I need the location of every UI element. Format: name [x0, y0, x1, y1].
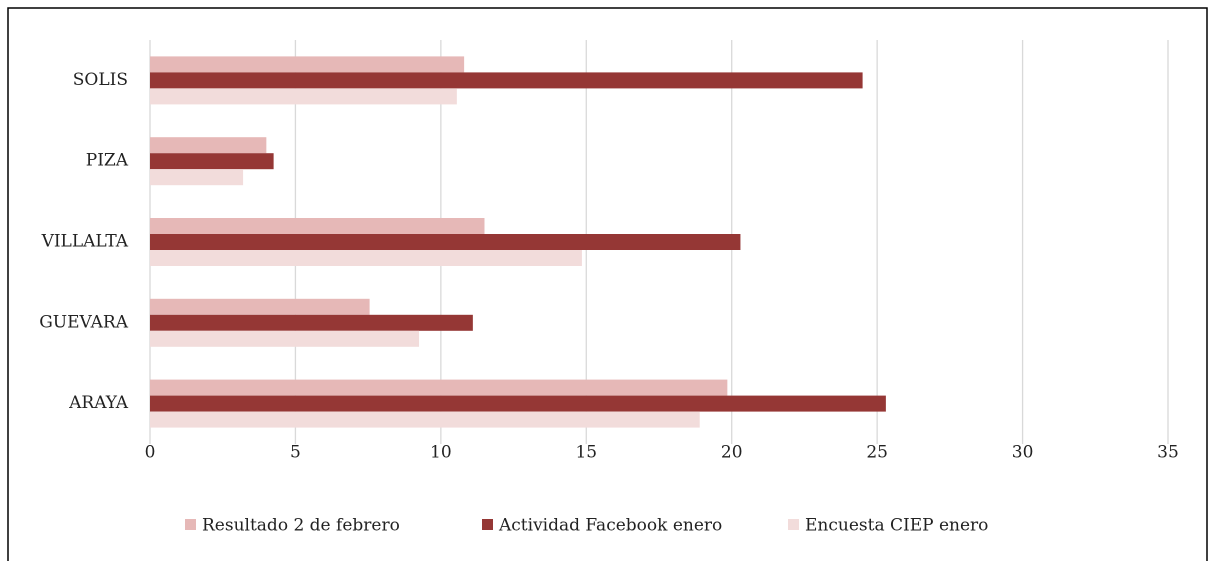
y-tick-label: PIZA: [86, 151, 129, 171]
bar: [150, 395, 886, 412]
bar: [150, 379, 728, 396]
bar: [150, 250, 582, 266]
bar: [150, 56, 465, 73]
bar: [150, 169, 244, 186]
legend-label: Resultado 2 de febrero: [202, 516, 400, 536]
bar: [150, 153, 274, 170]
x-tick-label: 5: [290, 443, 301, 463]
y-tick-label: SOLIS: [73, 70, 128, 90]
bar: [150, 234, 741, 250]
x-tick-label: 15: [575, 443, 597, 463]
x-tick-label: 30: [1012, 443, 1034, 463]
legend-swatch: [788, 519, 799, 530]
x-tick-label: 0: [145, 443, 156, 463]
legend-swatch: [185, 519, 196, 530]
bar: [150, 314, 473, 331]
y-tick-label: ARAYA: [68, 393, 129, 413]
legend-swatch: [482, 519, 493, 530]
bar: [150, 411, 700, 428]
y-tick-label: GUEVARA: [39, 312, 129, 332]
x-tick-label: 25: [866, 443, 888, 463]
bar: [150, 298, 370, 315]
chart-border: [7, 7, 1208, 565]
x-tick-label: 10: [430, 443, 452, 463]
bar: [150, 88, 457, 105]
bar: [150, 72, 863, 89]
legend-label: Actividad Facebook enero: [498, 516, 722, 536]
legend-label: Encuesta CIEP enero: [805, 516, 988, 536]
x-tick-label: 20: [721, 443, 743, 463]
bar: [150, 330, 420, 347]
y-tick-label: VILLALTA: [41, 232, 129, 252]
bar: [150, 137, 267, 154]
bar: [150, 218, 485, 234]
x-tick-label: 35: [1157, 443, 1179, 463]
